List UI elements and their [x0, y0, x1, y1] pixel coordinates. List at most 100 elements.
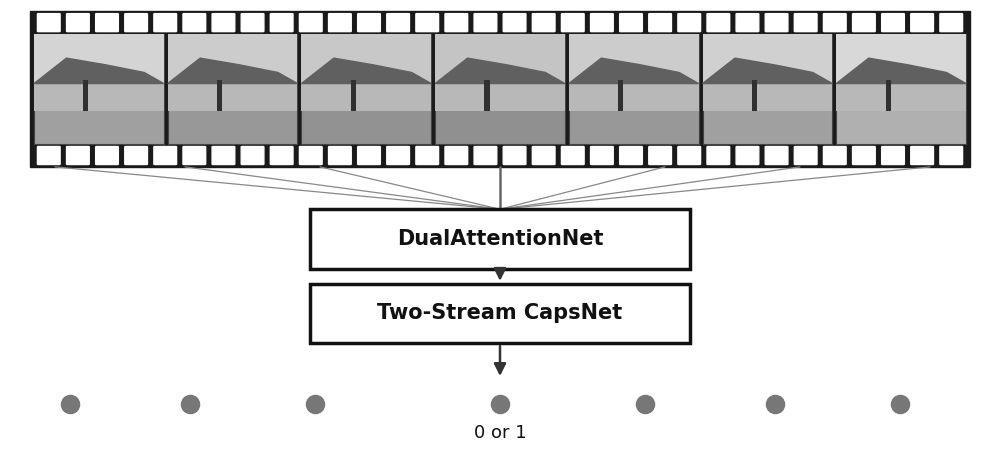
Polygon shape: [569, 58, 699, 83]
FancyBboxPatch shape: [736, 147, 759, 165]
Bar: [484, 80, 490, 111]
Polygon shape: [34, 58, 164, 83]
FancyBboxPatch shape: [37, 14, 60, 32]
FancyBboxPatch shape: [212, 14, 235, 32]
Polygon shape: [836, 58, 966, 83]
FancyBboxPatch shape: [911, 147, 933, 165]
FancyBboxPatch shape: [882, 14, 904, 32]
FancyBboxPatch shape: [183, 147, 206, 165]
Polygon shape: [435, 58, 565, 83]
FancyBboxPatch shape: [299, 147, 322, 165]
FancyBboxPatch shape: [823, 14, 846, 32]
FancyBboxPatch shape: [445, 14, 468, 32]
FancyBboxPatch shape: [911, 14, 933, 32]
FancyBboxPatch shape: [591, 147, 613, 165]
FancyBboxPatch shape: [67, 14, 89, 32]
FancyBboxPatch shape: [329, 147, 351, 165]
Bar: [168, 83, 297, 111]
FancyBboxPatch shape: [591, 14, 613, 32]
FancyBboxPatch shape: [154, 147, 177, 165]
Bar: [703, 34, 832, 83]
Bar: [435, 83, 565, 111]
FancyBboxPatch shape: [765, 147, 788, 165]
FancyBboxPatch shape: [940, 14, 963, 32]
FancyBboxPatch shape: [794, 14, 817, 32]
FancyBboxPatch shape: [649, 14, 671, 32]
FancyBboxPatch shape: [270, 147, 293, 165]
FancyBboxPatch shape: [358, 14, 380, 32]
FancyBboxPatch shape: [445, 147, 468, 165]
Bar: [836, 34, 966, 83]
Bar: [34, 83, 164, 111]
Bar: [618, 80, 623, 111]
FancyBboxPatch shape: [474, 14, 497, 32]
Point: [637, 400, 653, 407]
Bar: [30, 11, 970, 167]
Bar: [569, 83, 699, 111]
Bar: [703, 83, 832, 111]
FancyBboxPatch shape: [620, 14, 642, 32]
FancyBboxPatch shape: [707, 14, 730, 32]
FancyBboxPatch shape: [329, 14, 351, 32]
FancyBboxPatch shape: [678, 14, 701, 32]
FancyBboxPatch shape: [765, 14, 788, 32]
Bar: [435, 34, 565, 144]
Bar: [836, 83, 966, 111]
Bar: [168, 34, 297, 83]
FancyBboxPatch shape: [649, 147, 671, 165]
Bar: [301, 34, 431, 144]
Bar: [435, 34, 565, 83]
FancyBboxPatch shape: [416, 147, 439, 165]
FancyBboxPatch shape: [823, 147, 846, 165]
FancyBboxPatch shape: [794, 147, 817, 165]
FancyBboxPatch shape: [96, 14, 118, 32]
Bar: [569, 34, 699, 144]
FancyBboxPatch shape: [532, 14, 555, 32]
FancyBboxPatch shape: [241, 14, 264, 32]
Bar: [836, 34, 966, 144]
Text: Two-Stream CapsNet: Two-Stream CapsNet: [377, 304, 623, 323]
FancyBboxPatch shape: [154, 14, 177, 32]
FancyBboxPatch shape: [707, 147, 730, 165]
FancyBboxPatch shape: [270, 14, 293, 32]
Polygon shape: [301, 58, 431, 83]
Point: [492, 400, 508, 407]
Bar: [34, 34, 164, 83]
Bar: [301, 83, 431, 111]
Bar: [351, 80, 356, 111]
FancyBboxPatch shape: [736, 14, 759, 32]
FancyBboxPatch shape: [183, 14, 206, 32]
Bar: [217, 80, 222, 111]
FancyBboxPatch shape: [940, 147, 963, 165]
Polygon shape: [703, 58, 832, 83]
FancyBboxPatch shape: [853, 14, 875, 32]
FancyBboxPatch shape: [387, 14, 409, 32]
FancyBboxPatch shape: [310, 284, 690, 343]
FancyBboxPatch shape: [561, 14, 584, 32]
Bar: [34, 34, 164, 144]
FancyBboxPatch shape: [853, 147, 875, 165]
Point: [892, 400, 908, 407]
FancyBboxPatch shape: [882, 147, 904, 165]
FancyBboxPatch shape: [532, 147, 555, 165]
FancyBboxPatch shape: [299, 14, 322, 32]
FancyBboxPatch shape: [678, 147, 701, 165]
Polygon shape: [168, 58, 297, 83]
Bar: [886, 80, 891, 111]
Bar: [703, 34, 832, 144]
FancyBboxPatch shape: [358, 147, 380, 165]
FancyBboxPatch shape: [416, 14, 439, 32]
FancyBboxPatch shape: [620, 147, 642, 165]
Point: [182, 400, 198, 407]
Point: [62, 400, 78, 407]
FancyBboxPatch shape: [503, 147, 526, 165]
FancyBboxPatch shape: [474, 147, 497, 165]
Text: 0 or 1: 0 or 1: [474, 424, 526, 442]
FancyBboxPatch shape: [212, 147, 235, 165]
Bar: [569, 34, 699, 83]
FancyBboxPatch shape: [125, 14, 147, 32]
FancyBboxPatch shape: [96, 147, 118, 165]
FancyBboxPatch shape: [387, 147, 409, 165]
FancyBboxPatch shape: [561, 147, 584, 165]
FancyBboxPatch shape: [125, 147, 147, 165]
